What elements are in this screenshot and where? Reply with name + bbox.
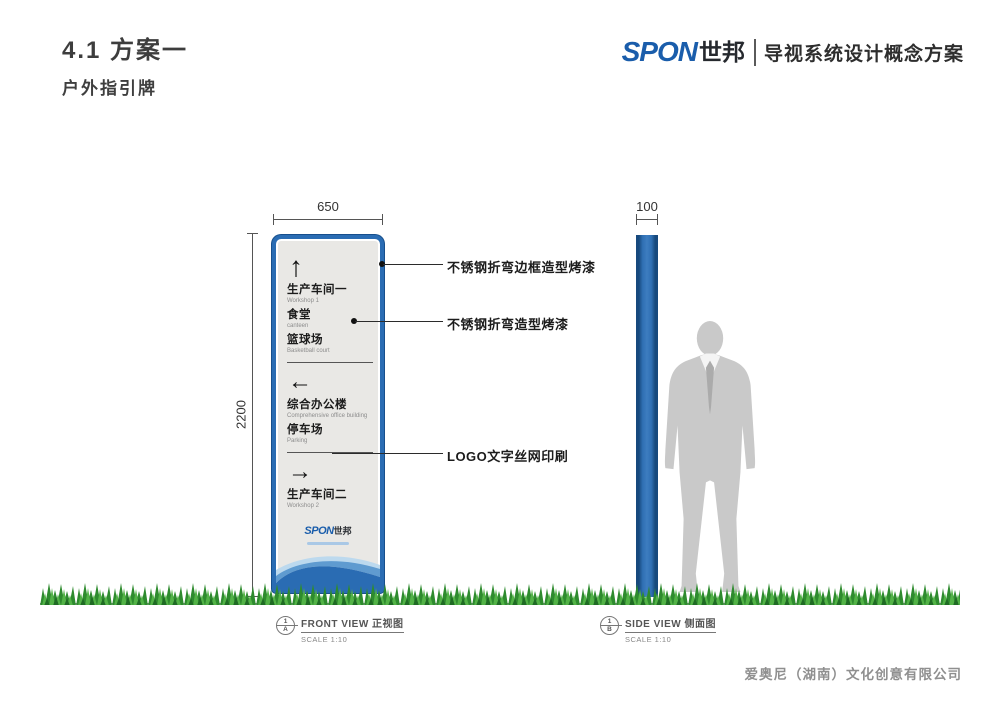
sign-face: ↑ 生产车间一 Workshop 1 食堂 canteen 篮球场 Basket… [287, 252, 374, 514]
view-label: SIDE VIEW 侧面图 [625, 615, 716, 633]
sign-entry-en: Basketball court [287, 348, 330, 354]
dim-tick [273, 214, 274, 225]
side-view-caption: 1 B SIDE VIEW 侧面图 SCALE 1:10 [600, 615, 716, 644]
page-title: 4.1 方案一 [62, 37, 189, 64]
view-ref-symbol: 1 B [600, 616, 622, 635]
view-ref-symbol: 1 A [276, 616, 298, 635]
annotation-logo-print: LOGO文字丝网印刷 [447, 449, 569, 464]
sign-divider [287, 452, 373, 453]
page-subtitle: 户外指引牌 [62, 79, 157, 98]
ref-number: 1 [283, 618, 288, 625]
sign-entry-cn: 生产车间一 [287, 284, 347, 296]
leader-line [355, 321, 443, 322]
arrow-right-icon: → [288, 458, 312, 485]
spon-logo-small: SPON [304, 525, 334, 537]
view-scale: SCALE 1:10 [625, 635, 672, 644]
logo-divider [753, 38, 756, 66]
annotation-frame: 不锈钢折弯边框造型烤漆 [447, 260, 596, 275]
sign-entry-cn: 篮球场 [287, 334, 323, 346]
brand-header: SPON 世邦 导视系统设计概念方案 [622, 38, 964, 66]
ref-letter: B [607, 626, 612, 633]
leader-line [332, 453, 443, 454]
sign-entry-cn: 综合办公楼 [287, 399, 347, 411]
annotation-body: 不锈钢折弯造型烤漆 [447, 317, 569, 332]
sign-entry-en: Workshop 1 [287, 298, 319, 304]
sign-entry-en: canteen [287, 323, 309, 329]
sign-entry-en: Comprehensive office building [287, 413, 368, 419]
ref-divider [600, 625, 622, 626]
dim-tick [247, 233, 258, 234]
footer-company: 爱奥尼（湖南）文化创意有限公司 [744, 667, 962, 682]
spon-logo-cn: 世邦 [698, 39, 745, 65]
arrow-up-icon: ↑ [289, 251, 303, 282]
dim-line-100 [636, 219, 658, 220]
view-scale: SCALE 1:10 [301, 635, 348, 644]
spon-logo: SPON [621, 36, 698, 67]
dim-line-2200 [252, 233, 253, 597]
sign-entry-cn: 停车场 [287, 424, 323, 436]
front-view-sign: ↑ 生产车间一 Workshop 1 食堂 canteen 篮球场 Basket… [272, 235, 384, 593]
leader-line [383, 264, 443, 265]
ref-number: 1 [607, 618, 612, 625]
grass-graphic [40, 576, 960, 605]
arrow-left-icon: ← [288, 368, 312, 395]
dim-tick [657, 214, 658, 225]
dim-line-650 [273, 219, 383, 220]
sign-entry-cn: 生产车间二 [287, 489, 347, 501]
ref-divider [276, 625, 298, 626]
sign-divider [287, 362, 373, 363]
spon-logo-small-cn: 世邦 [333, 526, 352, 536]
human-scale-silhouette [664, 321, 756, 592]
leader-dot [379, 261, 385, 267]
front-view-caption: 1 A FRONT VIEW 正视图 SCALE 1:10 [276, 615, 404, 644]
ref-letter: A [283, 626, 288, 633]
sign-entry-en: Workshop 2 [287, 503, 319, 509]
sign-entry-cn: 食堂 [287, 309, 311, 321]
dim-tick [382, 214, 383, 225]
logo-tagline-bar [307, 542, 349, 545]
dim-width-650: 650 [317, 199, 339, 214]
sign-panel-logo: SPON世邦 [276, 521, 380, 545]
view-label: FRONT VIEW 正视图 [301, 615, 404, 633]
document-title: 导视系统设计概念方案 [763, 43, 964, 65]
side-view-sign [636, 235, 658, 597]
dim-tick [636, 214, 637, 225]
dim-width-100: 100 [636, 199, 658, 214]
leader-dot [351, 318, 357, 324]
sign-entry-en: Parking [287, 438, 308, 444]
dim-height-2200: 2200 [233, 400, 249, 429]
